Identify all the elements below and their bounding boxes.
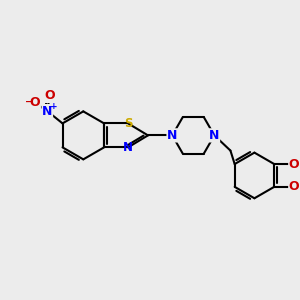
Text: S: S [124,117,132,130]
Text: −: − [25,96,33,106]
Text: O: O [30,96,40,110]
Text: +: + [50,102,58,111]
Text: N: N [42,105,52,118]
Text: O: O [44,89,55,102]
Text: O: O [289,180,299,194]
Text: O: O [289,158,299,170]
Text: N: N [167,129,177,142]
Text: N: N [209,129,220,142]
Text: N: N [123,141,133,154]
